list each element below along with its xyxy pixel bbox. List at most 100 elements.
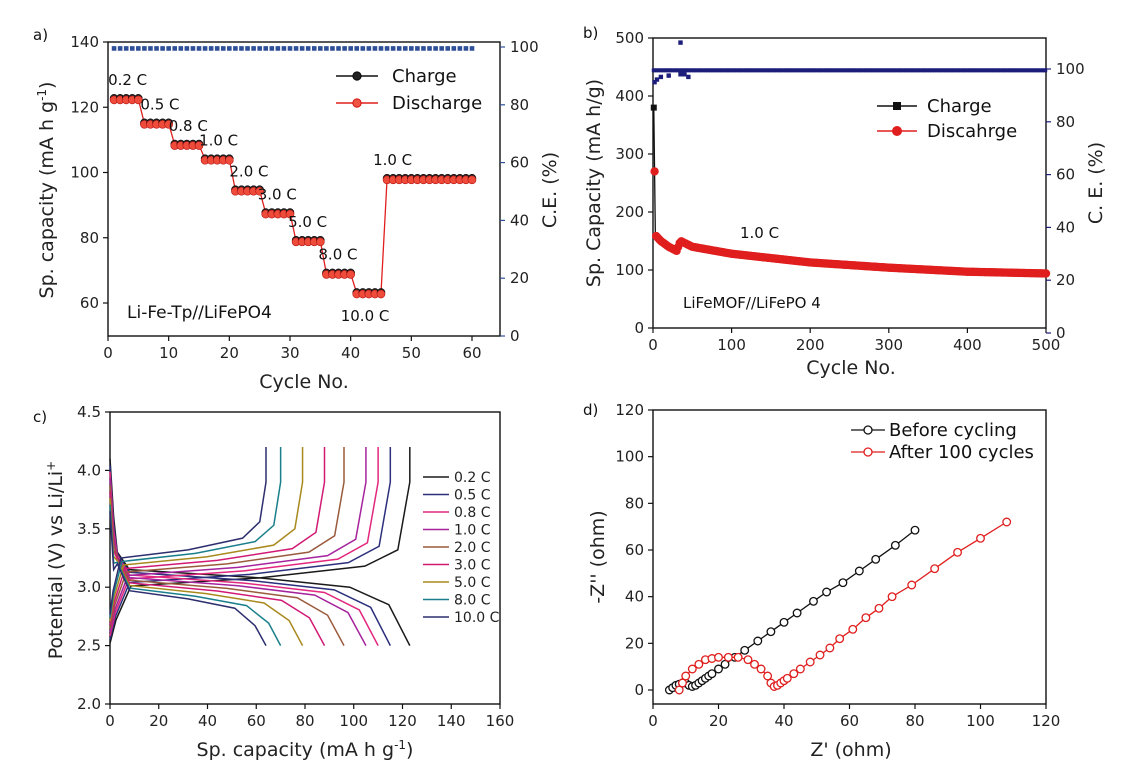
ce-point [684,68,689,73]
ce-point [439,46,444,51]
x-tick-label: 20 [149,712,168,730]
ce-point [861,68,866,73]
ce-point [415,46,420,51]
ce-point [1033,68,1038,73]
ce-point [939,68,944,73]
discharge-curve [109,498,304,646]
ce-point [741,68,746,73]
legend-label: 0.5 C [454,488,491,504]
y-tick-label: 20 [625,634,644,652]
ce-point [336,46,341,51]
ce-point [892,68,897,73]
ce-point [708,68,713,73]
ce-point [915,68,920,73]
ce-point [913,68,918,73]
ce-point [755,68,760,73]
ce-point [965,68,970,73]
series-point [953,547,963,557]
series-point [907,580,917,590]
ce-point [1031,68,1036,73]
ce-point [979,68,984,73]
ce-point [901,68,906,73]
series-point [887,592,897,602]
rate-label: 8.0 C [318,246,357,264]
ce-point [706,68,711,73]
ce-point [342,46,347,51]
discharge-point [376,289,386,299]
ce-point [233,46,238,51]
y-tick-label: 60 [625,541,644,559]
ce-point [682,72,687,77]
ce-point [736,68,741,73]
ce-point [651,68,656,73]
ce-point [762,68,767,73]
ce-point [111,46,117,51]
ce-point [281,46,287,51]
x-tick-label: 0 [103,344,113,362]
ce-point [760,68,765,73]
panel-c-y-label: Potential (V) vs Li/Li+ [44,461,67,660]
panel-a-ce-series [111,46,475,51]
panel-b-ce-series [651,40,1048,85]
ce-point [305,46,311,51]
ce-point [129,46,135,51]
x-tick-label: 40 [774,712,793,730]
ce-point [819,68,824,73]
ce-point [269,46,275,51]
ce-point [779,68,784,73]
x-tick-label: 60 [247,712,266,730]
ce-point [698,68,703,73]
ce-point [899,68,904,73]
panel-a-y-ticks: 60 80 100 120 140 [70,33,108,312]
ce-point [871,68,876,73]
series-point [714,652,723,662]
y-tick-label: 100 [70,164,99,182]
ce-point [880,68,885,73]
ce-point [220,46,226,51]
ce-point [433,46,438,51]
ce-point [833,68,838,73]
discharge-point [1041,269,1051,278]
y2-tick-label: 60 [1056,166,1075,184]
rate-label: 1.0 C [199,131,238,149]
x-tick-label: 500 [1032,336,1061,354]
panel-b-frame [652,37,1047,329]
ce-point [1012,68,1017,73]
series-point [976,533,985,543]
series-point [782,673,792,683]
ce-point [764,68,769,73]
x-tick-label: 160 [486,712,515,730]
ce-point [1007,68,1012,73]
ce-point [769,68,774,73]
series-point [707,669,717,679]
ce-point [746,68,751,73]
ce-point [299,46,305,51]
ce-point [946,68,951,73]
ce-point [809,68,814,73]
discharge-point [164,120,173,129]
x-tick-label: 20 [709,712,728,730]
ce-point [378,46,384,51]
ce-point [451,46,457,51]
ce-point [678,72,683,77]
legend-b-discharge-marker [892,126,902,136]
ce-point [887,68,892,73]
y2-tick-label: 20 [510,269,529,287]
series-point [743,655,753,665]
ce-point [665,68,670,73]
legend-d-after-marker [863,447,873,457]
ce-point [991,68,996,73]
ce-point [311,46,317,51]
ce-point [932,68,937,73]
ce-point [318,46,323,51]
legend-b-charge-marker [893,102,901,110]
x-tick-label: 400 [953,336,982,354]
y-tick-label: 120 [615,401,644,419]
ce-point [955,68,960,73]
x-tick-label: 10 [159,344,178,362]
y-tick-label: 100 [615,448,644,466]
ce-point [963,68,968,73]
panel-c-x-label: Sp. capacity (mA h g-1) [197,738,414,761]
ce-point [864,68,869,73]
rate-label: 3.0 C [258,185,297,203]
